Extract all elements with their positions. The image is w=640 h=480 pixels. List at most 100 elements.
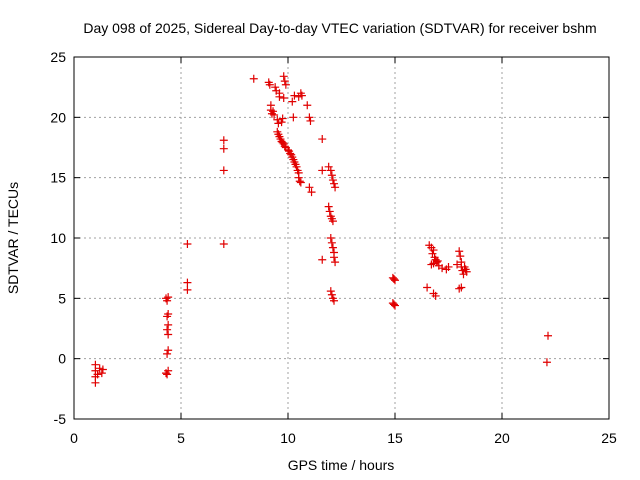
plot-frame — [73, 56, 610, 420]
data-point — [318, 135, 327, 144]
data-point — [455, 284, 464, 293]
data-point — [318, 255, 327, 264]
data-point — [164, 293, 173, 302]
data-point — [297, 91, 306, 100]
data-point — [328, 217, 337, 226]
data-point — [330, 179, 339, 188]
x-tick-label: 20 — [494, 430, 510, 446]
data-point — [278, 114, 287, 123]
data-point — [93, 370, 102, 379]
data-point — [219, 136, 228, 145]
data-point — [163, 312, 172, 321]
data-point — [289, 113, 298, 122]
data-point — [318, 166, 327, 175]
data-point — [324, 202, 333, 211]
data-point — [457, 283, 466, 292]
data-point — [307, 188, 316, 197]
data-point — [433, 256, 442, 265]
y-tick-label: -5 — [54, 411, 67, 427]
x-tick-label: 0 — [70, 430, 78, 446]
data-point — [91, 378, 100, 387]
data-point — [265, 80, 274, 89]
data-point — [453, 260, 462, 269]
data-point — [270, 110, 279, 119]
data-point — [326, 166, 335, 175]
data-points — [91, 72, 553, 387]
data-point — [163, 325, 172, 334]
data-point — [330, 253, 339, 262]
y-tick-label: 25 — [50, 49, 66, 65]
data-point — [97, 369, 106, 378]
data-point — [331, 183, 340, 192]
data-point — [164, 330, 173, 339]
data-point — [292, 162, 301, 171]
data-point — [391, 276, 399, 285]
data-point — [331, 258, 340, 267]
data-point — [219, 166, 228, 175]
x-tick-label: 25 — [601, 430, 617, 446]
data-point — [288, 97, 297, 106]
x-axis-label: GPS time / hours — [288, 457, 395, 473]
data-point — [296, 178, 305, 187]
data-point — [456, 252, 465, 261]
data-point — [164, 366, 173, 375]
data-point — [271, 83, 280, 92]
data-point — [280, 77, 289, 86]
chart-title: Day 098 of 2025, Sidereal Day-to-day VTE… — [83, 20, 596, 36]
data-point — [183, 278, 192, 287]
data-point — [219, 240, 228, 249]
data-point — [444, 262, 453, 271]
data-point — [163, 370, 172, 379]
y-tick-label: 0 — [58, 351, 66, 367]
y-axis-label: SDTVAR / TECUs — [5, 182, 21, 294]
data-point — [438, 264, 447, 273]
data-point — [164, 346, 173, 355]
data-point — [326, 287, 335, 296]
data-point — [431, 291, 440, 300]
data-point — [98, 365, 107, 374]
data-point — [325, 207, 334, 216]
data-point — [305, 183, 314, 192]
data-point — [326, 234, 335, 242]
data-point — [544, 331, 553, 340]
data-point — [389, 300, 398, 309]
data-point — [163, 349, 172, 358]
data-point — [163, 296, 172, 305]
data-point — [275, 92, 284, 101]
y-tick-label: 10 — [50, 230, 66, 246]
data-point — [455, 247, 464, 256]
data-point — [542, 358, 551, 367]
data-point — [327, 238, 336, 247]
data-point — [327, 171, 336, 180]
data-point — [327, 290, 336, 299]
data-point — [249, 74, 258, 83]
data-point — [306, 116, 315, 125]
y-tick-label: 5 — [58, 290, 66, 306]
data-point — [269, 107, 278, 116]
data-point — [423, 283, 432, 292]
data-point — [183, 285, 192, 294]
data-point — [389, 275, 398, 284]
data-point — [281, 80, 290, 89]
data-point — [290, 91, 299, 100]
data-point — [164, 320, 173, 329]
data-point — [429, 259, 438, 268]
data-point — [294, 173, 303, 182]
data-point — [183, 240, 192, 249]
data-point — [391, 301, 399, 310]
data-point — [303, 101, 312, 110]
x-tick-label: 5 — [177, 430, 185, 446]
data-point — [330, 296, 339, 305]
data-point — [305, 113, 314, 122]
data-point — [277, 118, 286, 127]
data-point — [219, 144, 228, 153]
data-point — [295, 177, 304, 186]
data-point — [429, 246, 438, 255]
data-point — [328, 243, 337, 252]
grid-lines — [74, 57, 609, 419]
x-tick-label: 15 — [387, 430, 403, 446]
data-point — [279, 94, 288, 103]
data-point — [273, 115, 282, 124]
data-point — [462, 267, 471, 276]
